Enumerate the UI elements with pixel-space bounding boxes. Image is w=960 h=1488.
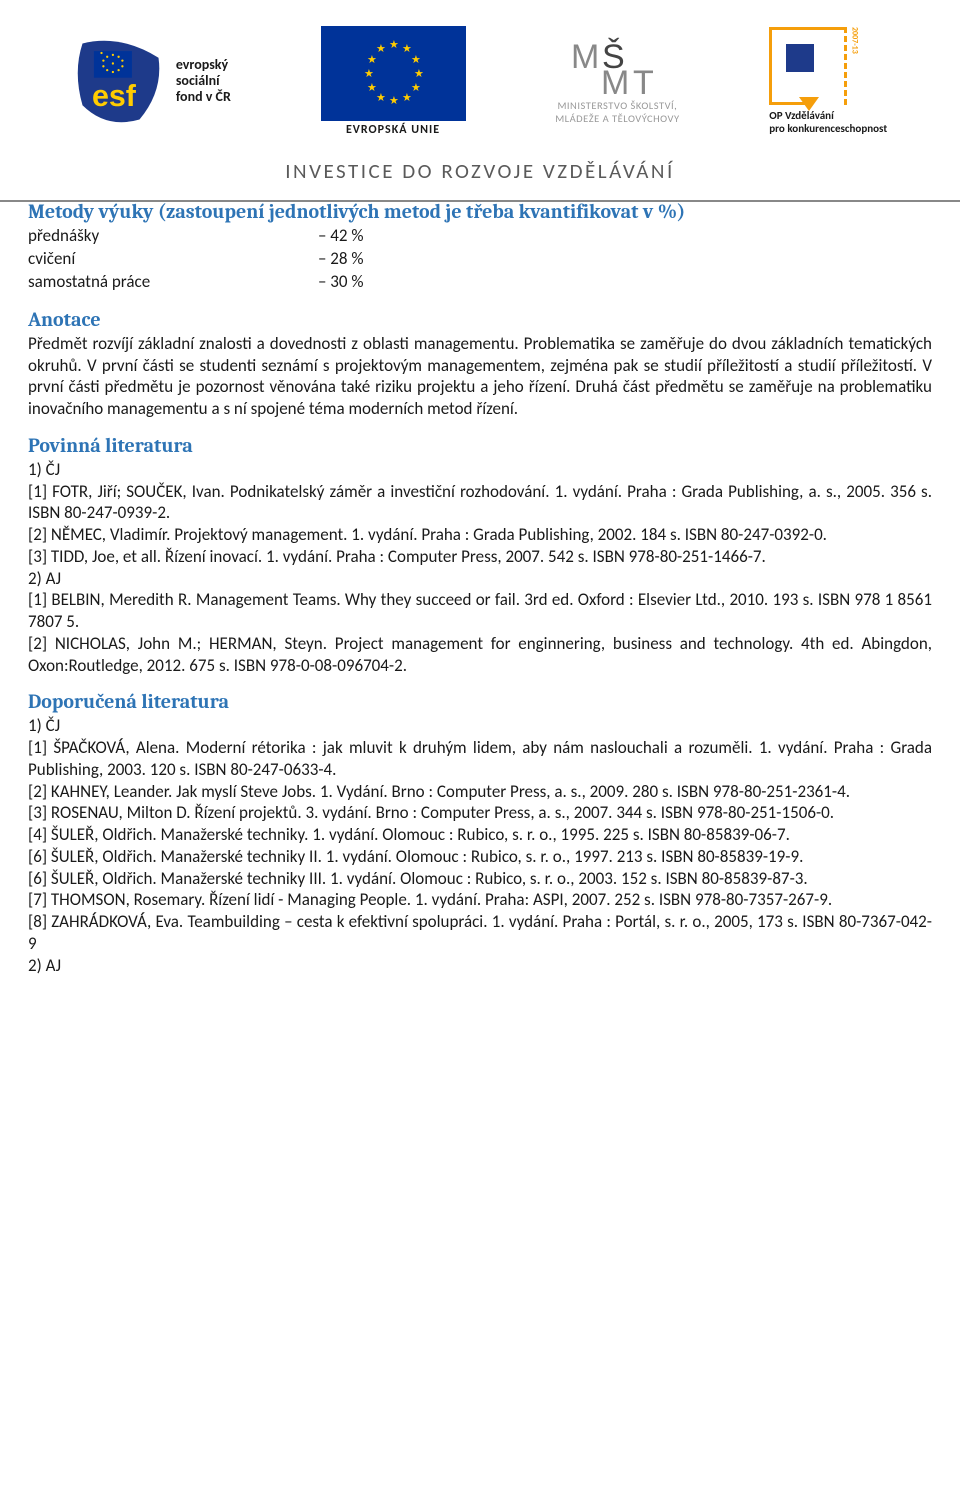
ref-line: [1] BELBIN, Meredith R. Management Teams… (28, 589, 932, 633)
povinna-heading: Povinná literatura (28, 434, 932, 457)
ref-line: [3] ROSENAU, Milton D. Řízení projektů. … (28, 802, 932, 824)
ref-line: [1] ŠPAČKOVÁ, Alena. Moderní rétorika : … (28, 737, 932, 781)
methods-heading: Metody výuky (zastoupení jednotlivých me… (28, 200, 932, 223)
ref-line: [2] NĚMEC, Vladimír. Projektový manageme… (28, 524, 932, 546)
ref-line: [8] ZAHRÁDKOVÁ, Eva. Teambuilding – cest… (28, 911, 932, 955)
method-row: cvičení – 28 % (28, 248, 932, 271)
method-value: – 30 % (318, 271, 364, 294)
svg-text:T: T (633, 64, 654, 96)
msmt-block: M Š M T MINISTERSTVO ŠKOLSTVÍ, MLÁDEŽE A… (555, 36, 679, 125)
svg-text:★: ★ (389, 94, 399, 107)
svg-text:★: ★ (376, 91, 386, 104)
svg-text:M: M (571, 38, 599, 76)
svg-text:★: ★ (364, 67, 374, 80)
method-value: – 28 % (318, 248, 364, 271)
svg-text:★: ★ (367, 81, 377, 94)
op-block: 2007-13 OP Vzdělávání pro konkurencescho… (769, 27, 887, 135)
svg-text:★: ★ (411, 53, 421, 66)
method-label: samostatná práce (28, 271, 208, 294)
ref-line: 1) ČJ (28, 459, 932, 481)
svg-text:★: ★ (414, 67, 424, 80)
banner-tagline: INVESTICE DO ROZVOJE VZDĚLÁVÁNÍ (0, 150, 960, 198)
ref-line: [4] ŠULEŘ, Oldřich. Manažerské techniky.… (28, 824, 932, 846)
msmt-text: MINISTERSTVO ŠKOLSTVÍ, MLÁDEŽE A TĚLOVÝC… (555, 100, 679, 125)
esf-text-line: sociální (176, 73, 231, 89)
svg-text:M: M (601, 64, 629, 96)
svg-text:esf: esf (92, 79, 137, 113)
eu-label: EVROPSKÁ UNIE (346, 123, 440, 137)
ref-line: [6] ŠULEŘ, Oldřich. Manažerské techniky … (28, 868, 932, 890)
document-content: Metody výuky (zastoupení jednotlivých me… (0, 200, 960, 1004)
ref-line: [6] ŠULEŘ, Oldřich. Manažerské techniky … (28, 846, 932, 868)
msmt-text-line: MLÁDEŽE A TĚLOVÝCHOVY (555, 113, 679, 126)
svg-text:★: ★ (411, 81, 421, 94)
msmt-logo-icon: M Š M T (567, 36, 667, 96)
povinna-block: 1) ČJ [1] FOTR, Jiří; SOUČEK, Ivan. Podn… (28, 459, 932, 677)
doporucena-block: 1) ČJ [1] ŠPAČKOVÁ, Alena. Moderní rétor… (28, 715, 932, 976)
op-text-line: pro konkurenceschopnost (769, 122, 887, 135)
esf-text-line: fond v ČR (176, 89, 231, 105)
esf-text-line: evropský (176, 57, 231, 73)
svg-text:★: ★ (402, 91, 412, 104)
method-row: samostatná práce – 30 % (28, 271, 932, 294)
esf-block: esf evropský sociální fond v ČR (73, 34, 231, 129)
method-value: – 42 % (318, 225, 364, 248)
op-text-line: OP Vzdělávání (769, 109, 887, 122)
ref-line: [3] TIDD, Joe, et all. Řízení inovací. 1… (28, 546, 932, 568)
op-year: 2007-13 (849, 27, 859, 54)
document-page: esf evropský sociální fond v ČR ★ ★ ★ (0, 0, 960, 1004)
methods-table: přednášky – 42 % cvičení – 28 % samostat… (28, 225, 932, 294)
doporucena-heading: Doporučená literatura (28, 690, 932, 713)
esf-logo-icon: esf (73, 34, 168, 129)
ref-line: [7] THOMSON, Rosemary. Řízení lidí - Man… (28, 889, 932, 911)
anotace-heading: Anotace (28, 308, 932, 331)
funding-banner: esf evropský sociální fond v ČR ★ ★ ★ (0, 0, 960, 200)
method-label: přednášky (28, 225, 208, 248)
ref-line: 2) AJ (28, 568, 932, 590)
op-text: OP Vzdělávání pro konkurenceschopnost (769, 109, 887, 135)
anotace-body: Předmět rozvíjí základní znalosti a dove… (28, 333, 932, 420)
logo-row: esf evropský sociální fond v ČR ★ ★ ★ (0, 0, 960, 150)
ref-line: 2) AJ (28, 955, 932, 977)
ref-line: [2] KAHNEY, Leander. Jak myslí Steve Job… (28, 781, 932, 803)
op-logo-icon (769, 27, 847, 105)
svg-text:★: ★ (389, 38, 399, 51)
eu-flag-icon: ★ ★ ★ ★ ★ ★ ★ ★ ★ ★ ★ ★ (321, 26, 466, 121)
ref-line: 1) ČJ (28, 715, 932, 737)
svg-text:★: ★ (376, 42, 386, 55)
eu-block: ★ ★ ★ ★ ★ ★ ★ ★ ★ ★ ★ ★ (321, 26, 466, 137)
method-row: přednášky – 42 % (28, 225, 932, 248)
method-label: cvičení (28, 248, 208, 271)
banner-divider (0, 200, 960, 202)
ref-line: [2] NICHOLAS, John M.; HERMAN, Steyn. Pr… (28, 633, 932, 677)
spacer (28, 676, 932, 690)
ref-line: [1] FOTR, Jiří; SOUČEK, Ivan. Podnikatel… (28, 481, 932, 525)
esf-text: evropský sociální fond v ČR (176, 57, 231, 105)
